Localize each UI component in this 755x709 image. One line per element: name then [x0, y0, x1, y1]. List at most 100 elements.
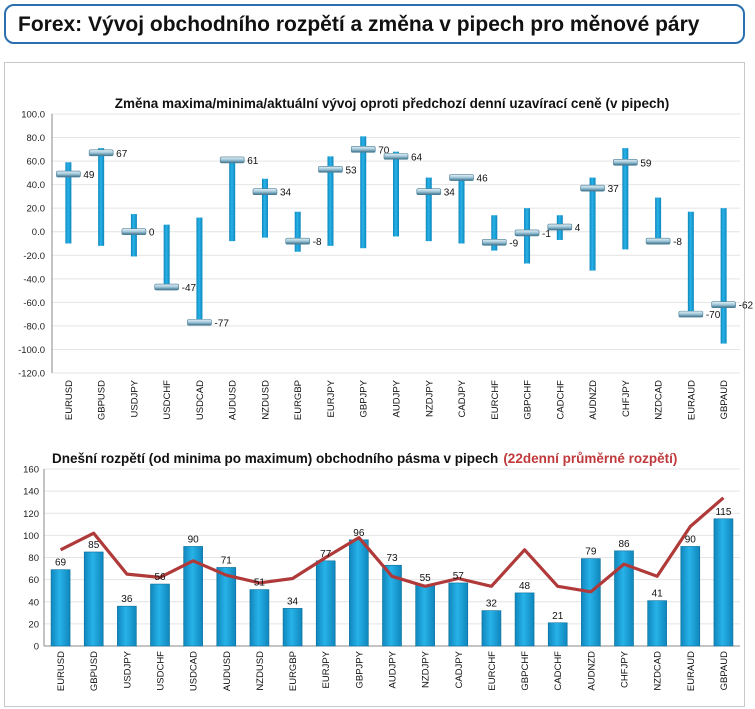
chart1-range-bar — [491, 215, 498, 251]
chart2-y-tick-label: 20 — [28, 619, 39, 630]
chart1-range-bar — [261, 178, 268, 238]
chart2-bar — [647, 600, 667, 647]
chart1-current-label: 59 — [640, 158, 652, 169]
chart1-x-tick-label: AUDUSD — [228, 380, 239, 420]
chart2-value-label: 71 — [221, 555, 233, 566]
chart2-value-label: 51 — [254, 578, 266, 589]
chart1-x-tick-label: EURUSD — [64, 380, 75, 420]
chart2-bar — [282, 608, 303, 647]
chart1-range-bar — [327, 156, 334, 246]
chart1-current-label: 4 — [575, 223, 581, 234]
chart1-x-tick-label: EURJPY — [326, 379, 337, 417]
chart1-y-tick-label: 0.0 — [32, 227, 45, 238]
chart1-range-bar — [687, 211, 694, 315]
chart2-value-label: 57 — [453, 571, 465, 582]
chart2-bar — [680, 546, 701, 647]
chart1-current-label: 34 — [280, 188, 292, 199]
chart1-x-tick-label: USDJPY — [129, 379, 140, 417]
chart2-x-tick-label: NZDCAD — [653, 651, 664, 691]
chart2-value-label: 73 — [386, 553, 398, 564]
chart1-current-label: 37 — [608, 184, 620, 195]
chart1-current-marker — [187, 319, 212, 326]
chart2-y-tick-label: 60 — [28, 575, 39, 586]
chart2-x-tick-label: USDCHF — [156, 651, 167, 691]
chart2-y-tick-label: 160 — [23, 465, 39, 476]
chart1-current-label: 64 — [411, 152, 423, 163]
chart2-x-tick-label: USDJPY — [122, 650, 133, 688]
chart1-y-tick-label: 40.0 — [27, 180, 46, 191]
chart1-marks: 49 67 0 -47 -77 61 34 -8 53 70 64 34 46 -9 -1 4 37 59 -8 -7… — [56, 136, 754, 344]
chart1-y-axis: 100.0 80.0 60.0 40.0 20.0 0.0 -20.0 -40.0 -60.0 -… — [18, 110, 53, 380]
chart1-range-bar — [130, 214, 137, 257]
chart2-y-tick-label: 40 — [28, 597, 39, 608]
chart2-bar — [349, 539, 369, 647]
chart2-bar — [415, 584, 435, 647]
chart1-current-marker — [88, 149, 114, 157]
chart2-value-label: 32 — [486, 599, 498, 610]
chart1-x-tick-label: GBPUSD — [97, 380, 108, 420]
chart1-current-label: -1 — [542, 229, 551, 240]
chart2-x-tick-label: NZDUSD — [255, 651, 266, 691]
chart1-current-label: 61 — [247, 156, 259, 167]
chart1-y-tick-label: -20.0 — [23, 251, 45, 262]
chart1-range-bar — [98, 148, 105, 246]
chart1-range-bar — [458, 176, 465, 244]
chart2-value-label: 90 — [685, 534, 697, 545]
chart1-current-marker — [481, 239, 507, 246]
chart2-bar — [183, 546, 203, 647]
chart1-current-marker — [121, 228, 147, 236]
chart2-value-label: 115 — [715, 507, 731, 518]
chart2-x-tick-label: GBPUSD — [89, 651, 100, 691]
chart2-x-axis: EURUSD GBPUSD USDJPY USDCHF USDCAD AUDUSD NZDU… — [56, 650, 730, 691]
chart1-x-axis: EURUSD GBPUSD USDJPY USDCHF USDCAD AUDUSD NZDU… — [64, 379, 730, 420]
chart2-value-label: 55 — [420, 573, 432, 584]
chart2-y-tick-label: 80 — [28, 553, 39, 564]
chart2-x-tick-label: EURGBP — [288, 651, 299, 691]
chart1-current-marker — [678, 310, 704, 318]
chart1-current-label: -47 — [182, 283, 197, 294]
chart1-range-bar — [360, 136, 367, 249]
chart2-bar — [117, 605, 137, 647]
chart1-x-tick-label: CADCHF — [555, 380, 566, 420]
chart1-x-tick-label: AUDNZD — [588, 380, 599, 420]
chart2-bar — [249, 589, 270, 647]
chart2-x-tick-label: CADJPY — [454, 650, 465, 688]
chart1-current-label: -62 — [739, 301, 754, 312]
chart2-value-label: 48 — [519, 581, 531, 592]
chart1-current-label: -70 — [706, 310, 721, 321]
chart1-x-tick-label: NZDUSD — [260, 380, 271, 420]
chart2-bar — [216, 567, 237, 647]
chart2-value-labels: 69 85 36 56 90 71 51 34 77 96 73 55 57 32 48 21 79 86 41 90… — [55, 507, 732, 622]
chart1-current-label: -77 — [214, 318, 229, 329]
chart1-range-bar — [720, 208, 727, 344]
chart2-x-tick-label: EURAUD — [686, 651, 697, 691]
chart2-value-label: 96 — [353, 528, 365, 539]
chart1-y-tick-label: -80.0 — [23, 321, 45, 332]
chart2-x-tick-label: NZDJPY — [421, 650, 432, 688]
chart1-current-marker — [613, 158, 638, 166]
chart1-range-bar — [622, 148, 629, 250]
chart1-current-marker — [154, 283, 179, 291]
chart2-value-label: 77 — [320, 549, 332, 560]
chart1-current-label: -9 — [509, 238, 518, 249]
chart1-x-tick-label: GBPJPY — [359, 379, 370, 417]
chart2-x-tick-label: EURUSD — [56, 651, 67, 691]
chart2-value-label: 90 — [188, 534, 200, 545]
chart1-current-label: 67 — [116, 149, 128, 160]
chart1-x-tick-label: EURCHF — [490, 380, 501, 420]
chart1-current-marker — [711, 301, 736, 309]
chart1-y-tick-label: -40.0 — [23, 274, 45, 285]
chart1-current-marker — [416, 188, 442, 195]
page-title: Forex: Vývoj obchodního rozpětí a změna … — [18, 13, 700, 36]
chart1-y-tick-label: 100.0 — [21, 110, 45, 121]
chart2-x-tick-label: GBPAUD — [719, 651, 730, 691]
chart1-range-bar — [196, 217, 203, 323]
chart1-y-tick-label: 20.0 — [27, 204, 46, 215]
chart2-bar — [382, 564, 402, 647]
chart1-current-marker — [219, 156, 245, 164]
chart1-x-tick-label: GBPAUD — [719, 380, 730, 420]
chart2-y-tick-label: 120 — [23, 509, 39, 520]
chart1-range-bar — [294, 211, 301, 252]
chart1-current-marker — [318, 166, 343, 173]
